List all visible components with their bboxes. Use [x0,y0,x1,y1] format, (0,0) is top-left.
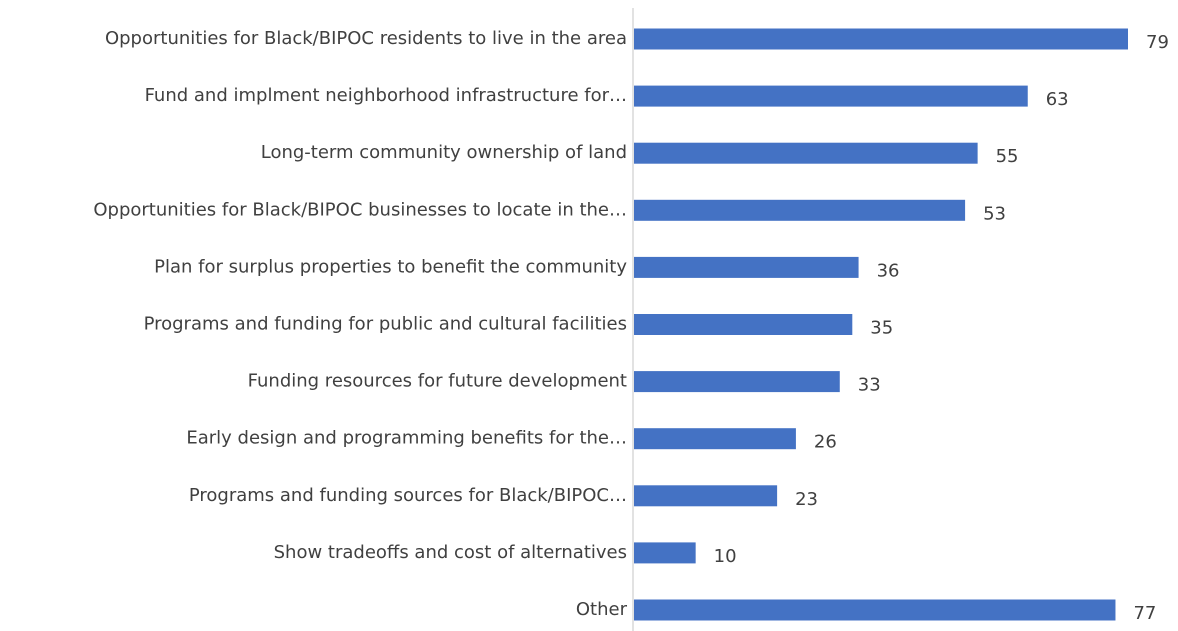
bar [634,599,1116,621]
bar [634,199,966,221]
value-label: 63 [1046,89,1069,110]
bar [634,85,1028,107]
bar [634,256,859,278]
category-label: Plan for surplus properties to benefit t… [154,256,627,277]
value-label: 10 [714,546,737,567]
value-label: 55 [996,146,1019,167]
bar [634,428,796,450]
value-label: 26 [814,432,837,453]
bar [634,371,840,393]
bar [634,485,778,507]
bars [634,28,1128,621]
category-label: Fund and implment neighborhood infrastru… [145,85,627,106]
category-label: Programs and funding for public and cult… [144,314,627,335]
value-labels: 79 63 55 53 36 35 33 26 23 10 77 [714,32,1169,624]
category-label: Opportunities for Black/BIPOC residents … [105,28,627,49]
bar [634,28,1128,50]
category-label: Show tradeoffs and cost of alternatives [274,542,627,563]
value-label: 36 [877,260,900,281]
bar [634,314,853,335]
category-label: Opportunities for Black/BIPOC businesses… [93,199,627,220]
value-label: 23 [795,489,818,510]
value-label: 79 [1146,32,1169,53]
bar [634,542,696,564]
value-label: 77 [1133,603,1156,624]
category-labels: Opportunities for Black/BIPOC residents … [93,28,627,620]
category-label: Programs and funding sources for Black/B… [189,485,627,506]
value-label: 35 [870,318,893,339]
category-label: Early design and programming benefits fo… [186,428,627,449]
category-label: Long-term community ownership of land [261,142,627,163]
bar [634,142,978,164]
value-label: 53 [983,203,1006,224]
category-label: Funding resources for future development [248,371,627,392]
category-label: Other [576,599,628,620]
value-label: 33 [858,375,881,396]
